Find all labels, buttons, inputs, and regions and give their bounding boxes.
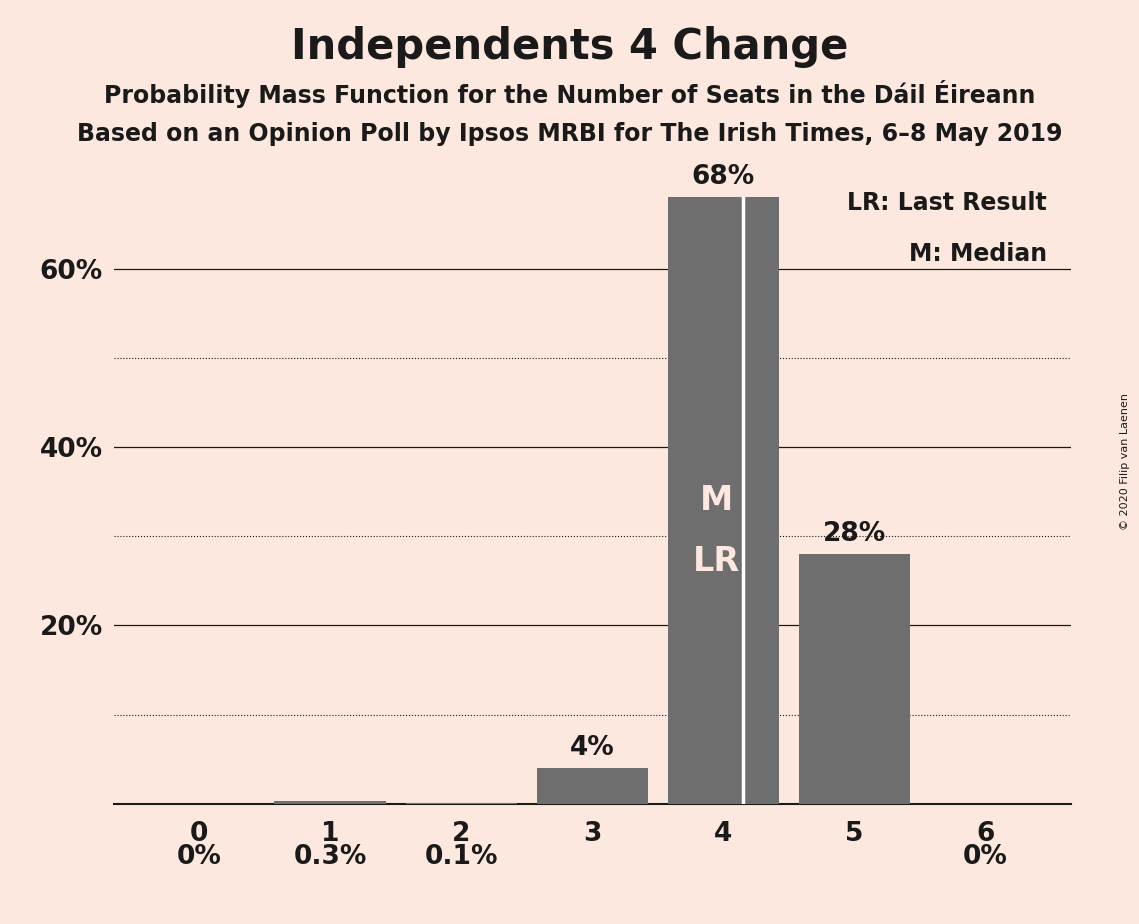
Text: 0%: 0%	[964, 844, 1008, 870]
Text: Independents 4 Change: Independents 4 Change	[290, 26, 849, 67]
Text: M: M	[700, 484, 734, 517]
Text: 0.3%: 0.3%	[294, 844, 367, 870]
Bar	[274, 801, 386, 804]
Text: LR: Last Result: LR: Last Result	[847, 190, 1047, 214]
Text: 0.1%: 0.1%	[425, 844, 498, 870]
Text: Based on an Opinion Poll by Ipsos MRBI for The Irish Times, 6–8 May 2019: Based on an Opinion Poll by Ipsos MRBI f…	[76, 122, 1063, 146]
Text: 0%: 0%	[177, 844, 221, 870]
Text: 4%: 4%	[570, 736, 615, 761]
Text: 68%: 68%	[691, 164, 755, 190]
Text: M: Median: M: Median	[909, 242, 1047, 266]
Text: LR: LR	[694, 545, 740, 578]
Bar	[798, 554, 910, 804]
Bar	[536, 768, 648, 804]
Text: Probability Mass Function for the Number of Seats in the Dáil Éireann: Probability Mass Function for the Number…	[104, 80, 1035, 108]
Bar	[667, 198, 779, 804]
Text: 28%: 28%	[822, 521, 886, 547]
Text: © 2020 Filip van Laenen: © 2020 Filip van Laenen	[1121, 394, 1130, 530]
